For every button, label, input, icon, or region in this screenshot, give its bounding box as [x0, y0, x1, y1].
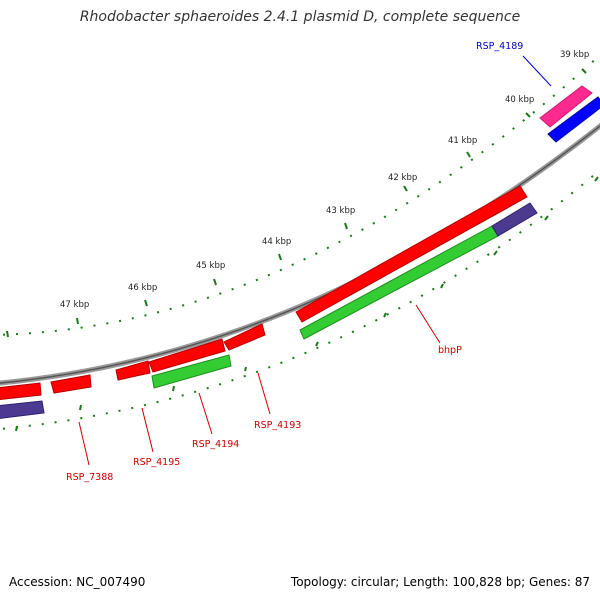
gene-label-rsp-4195[interactable]: RSP_4195: [133, 457, 180, 468]
rsp-7388-feature[interactable]: [50, 374, 92, 394]
rsp-4194-cog-green[interactable]: [151, 354, 232, 389]
bhpp-cog-green[interactable]: [299, 225, 499, 340]
backbone-ring-inner: [0, 125, 600, 384]
gene-label-bhpp[interactable]: bhpP: [438, 345, 462, 356]
scale-label-43kbp: 43 kbp: [326, 206, 355, 216]
gene-label-rsp-7388[interactable]: RSP_7388: [66, 472, 113, 483]
rsp-4189-feature[interactable]: [539, 85, 593, 128]
rsp-4194-feature[interactable]: [148, 338, 226, 373]
rsp-4194-leader: [198, 392, 213, 435]
scale-label-45kbp: 45 kbp: [196, 261, 225, 271]
rsp-4193-feature[interactable]: [223, 323, 266, 351]
gene-label-rsp-4189[interactable]: RSP_4189: [476, 41, 523, 52]
bhpp-feature[interactable]: [295, 185, 528, 323]
scale-label-46kbp: 46 kbp: [128, 283, 157, 293]
bhpp-cog-purple[interactable]: [491, 202, 538, 237]
scale-label-41kbp: 41 kbp: [448, 136, 477, 146]
rsp-7388-leader: [78, 421, 90, 466]
left-edge-purple-feature[interactable]: [0, 400, 45, 419]
gene-label-rsp-4194[interactable]: RSP_4194: [192, 439, 239, 450]
scale-label-42kbp: 42 kbp: [388, 173, 417, 183]
scale-label-39kbp: 39 kbp: [560, 50, 589, 60]
rsp-4195-leader: [141, 407, 154, 453]
accession-text: Accession: NC_007490: [9, 575, 146, 589]
summary-text: Topology: circular; Length: 100,828 bp; …: [290, 575, 590, 589]
inner-major-ticks: [15, 176, 599, 432]
rsp-4193-leader: [257, 372, 271, 415]
scale-label-44kbp: 44 kbp: [262, 237, 291, 247]
inner-scale-ring: [0, 169, 600, 431]
outer-major-ticks: [6, 68, 587, 338]
scale-label-47kbp: 47 kbp: [60, 300, 89, 310]
gene-label-rsp-4193[interactable]: RSP_4193: [254, 420, 301, 431]
blue-cds-feature[interactable]: [547, 96, 600, 143]
rsp-4189-leader: [522, 55, 552, 87]
backbone-ring: [0, 122, 600, 386]
scale-label-40kbp: 40 kbp: [505, 95, 534, 105]
rsp-4195-feature[interactable]: [115, 360, 151, 381]
left-edge-red-feature[interactable]: [0, 382, 42, 400]
map-title: Rhodobacter sphaeroides 2.4.1 plasmid D,…: [79, 9, 521, 25]
bhpp-leader: [415, 304, 441, 344]
